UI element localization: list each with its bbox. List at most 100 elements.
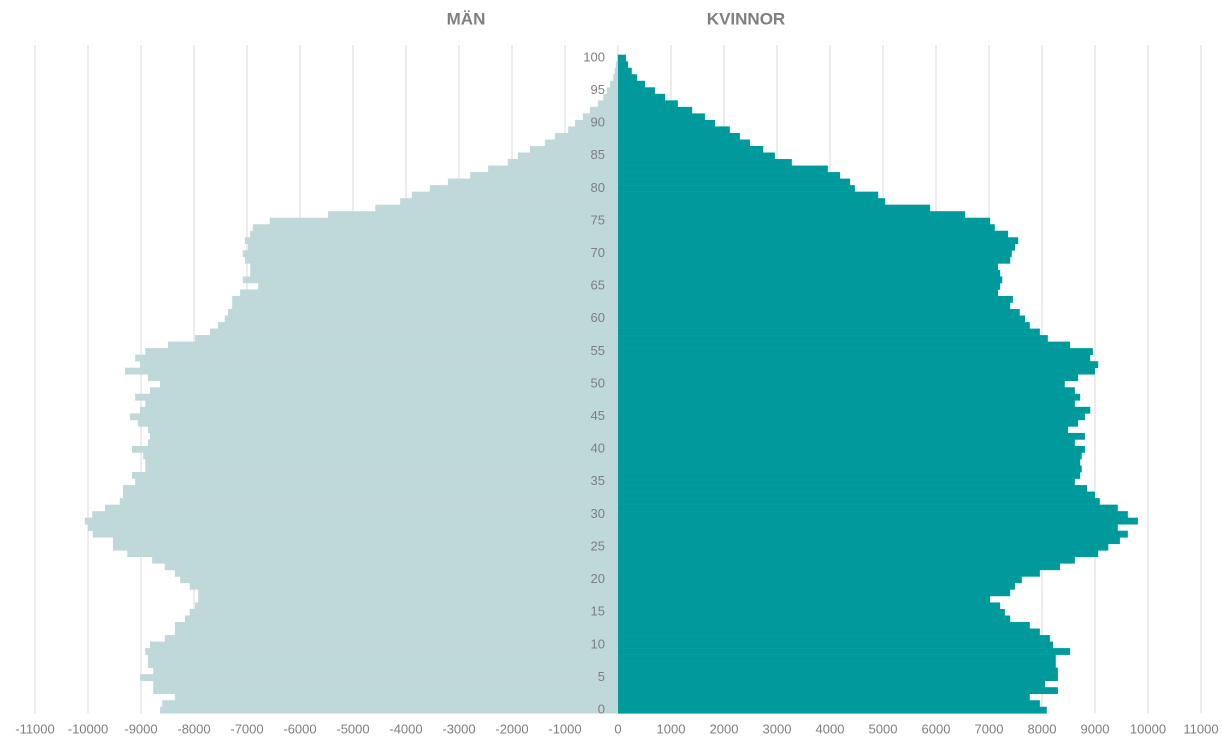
bar [244,237,618,245]
bar [252,224,618,232]
x-tick-label: 0 [614,721,621,736]
bar [618,498,1100,505]
bar [618,309,1020,316]
x-tick-label: -3000 [442,721,475,736]
bar [127,550,618,558]
bar [618,217,991,225]
bar [147,426,618,434]
bar [530,145,618,153]
bar [488,165,618,173]
bar [618,511,1128,518]
x-tick-label: 1000 [657,721,686,736]
bar [618,126,730,134]
bar [618,132,740,140]
bar [618,230,1009,238]
bar [447,178,618,186]
bar [618,87,656,95]
bar [122,485,618,492]
bar [618,406,1091,414]
series-title: KVINNOR [707,9,785,28]
x-tick-label: -9000 [124,721,157,736]
bar [618,432,1085,440]
bar [618,556,1075,564]
bar [616,54,618,62]
bar [470,172,618,179]
bar [131,472,619,479]
bar [618,400,1075,408]
x-tick-label: 7000 [975,721,1004,736]
bar [258,282,618,290]
bar [153,680,618,688]
bar [614,67,618,75]
bar [618,289,999,297]
bar [198,595,619,603]
bar [618,367,1095,375]
y-tick-label: 100 [583,49,605,64]
bar [618,524,1118,532]
bar [180,576,618,584]
bar [618,393,1081,401]
bar [618,452,1082,460]
bar [618,458,1081,466]
bar [618,139,750,147]
bar [92,511,619,518]
bar [618,628,1040,636]
bar [597,100,618,108]
bar [618,478,1075,486]
bar [137,419,618,427]
bar [618,563,1061,571]
bar [328,211,618,219]
bar [618,256,1011,264]
y-tick-label: 60 [591,310,605,325]
x-tick-label: -7000 [230,721,263,736]
bar [125,367,618,375]
bar [240,289,619,297]
y-tick-label: 90 [591,115,605,130]
bar [507,159,618,166]
bar [618,635,1050,642]
bar [618,74,638,82]
y-tick-label: 95 [591,82,605,97]
bar [618,159,792,166]
bar [147,654,618,662]
bar [618,706,1047,714]
x-tick-label: -1000 [548,721,581,736]
bar [618,178,851,186]
y-tick-label: 40 [591,441,605,456]
y-tick-label: 0 [598,701,605,716]
bar [145,648,619,655]
bar [618,485,1088,492]
bar [429,185,618,192]
bar [618,465,1082,473]
bar [244,256,618,264]
bar [618,491,1095,499]
bar [554,132,618,140]
bar [618,387,1075,395]
bar [618,576,1022,584]
bar [618,537,1120,545]
y-tick-label: 25 [591,538,605,553]
bar [618,243,1015,251]
x-tick-label: 2000 [710,721,739,736]
bar [618,237,1019,245]
series-title: MÄN [447,9,486,28]
bar [618,380,1065,388]
y-tick-label: 10 [591,636,605,651]
bar [618,648,1071,655]
y-tick-label: 75 [591,212,605,227]
bar [242,276,618,284]
bar [150,387,618,395]
bar [135,478,619,486]
bar [618,276,1003,284]
bar [139,674,618,681]
bar [189,582,618,590]
x-tick-label: 10000 [1130,721,1166,736]
bar [618,67,632,75]
bar [153,667,618,675]
bar [145,348,619,355]
bar [618,439,1075,447]
bar [618,269,1001,277]
bar [618,530,1128,538]
bar [104,504,618,512]
